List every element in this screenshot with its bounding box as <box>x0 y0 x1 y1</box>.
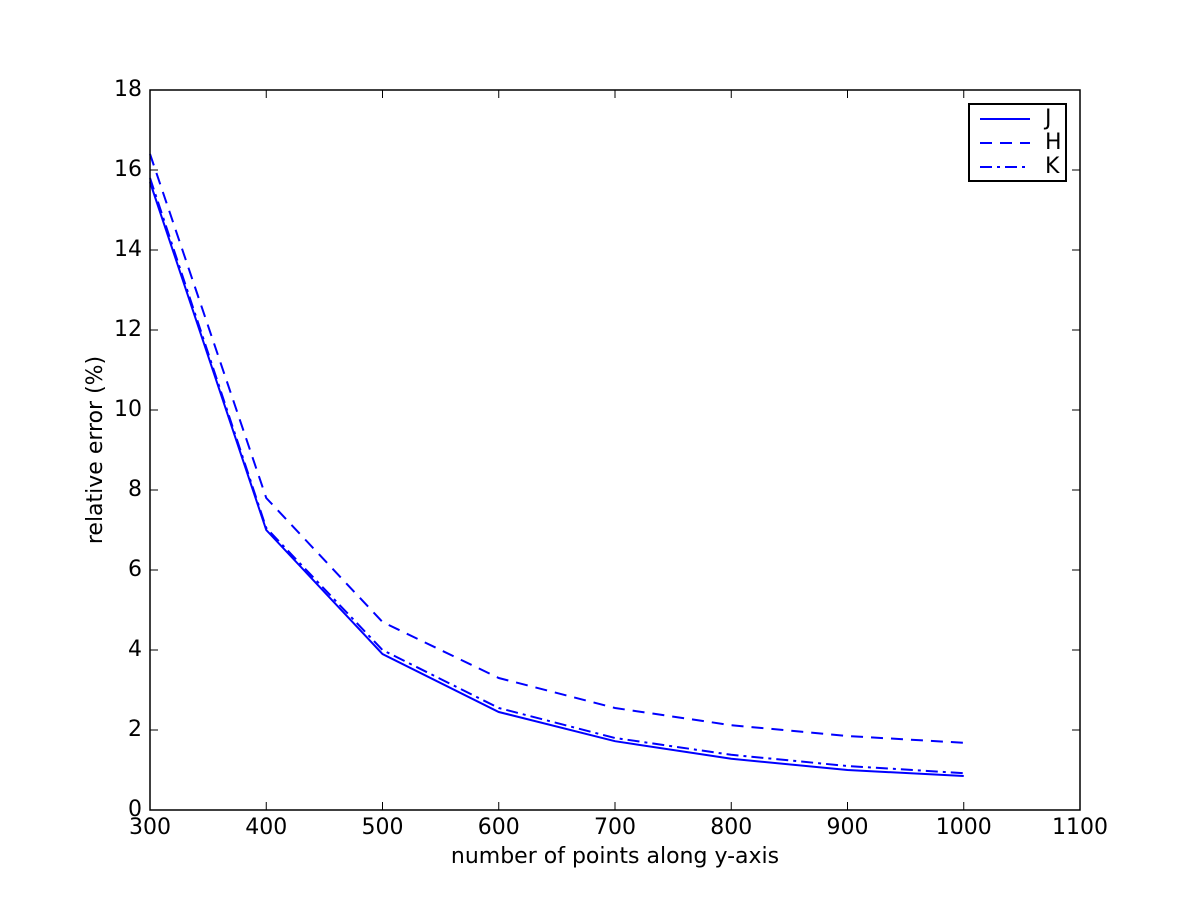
y-tick-label: 2 <box>128 717 142 742</box>
legend-label: J <box>1043 106 1052 131</box>
y-tick-label: 10 <box>114 397 142 422</box>
line-series <box>149 177 964 775</box>
line-series <box>149 153 964 744</box>
line-series <box>149 181 964 777</box>
x-tick-label: 800 <box>710 815 752 840</box>
x-axis-label: number of points along y-axis <box>451 844 779 869</box>
x-tick-label: 700 <box>594 815 636 840</box>
y-tick-label: 14 <box>114 237 142 262</box>
plot-frame <box>149 89 1081 811</box>
x-tick-label: 400 <box>245 815 287 840</box>
y-axis-label: relative error (%) <box>83 356 108 544</box>
y-tick-label: 6 <box>128 557 142 582</box>
y-tick-label: 0 <box>128 797 142 822</box>
legend-label: K <box>1045 154 1060 179</box>
y-tick-label: 12 <box>114 317 142 342</box>
x-tick-label: 1100 <box>1052 815 1108 840</box>
x-tick-label: 1000 <box>936 815 992 840</box>
y-tick-label: 8 <box>128 477 142 502</box>
legend-label: H <box>1045 130 1062 155</box>
y-tick-label: 16 <box>114 157 142 182</box>
y-tick-label: 4 <box>128 637 142 662</box>
x-tick-label: 500 <box>362 815 404 840</box>
y-tick-label: 18 <box>114 77 142 102</box>
x-tick-label: 300 <box>129 815 171 840</box>
x-tick-label: 900 <box>827 815 869 840</box>
x-tick-label: 600 <box>478 815 520 840</box>
